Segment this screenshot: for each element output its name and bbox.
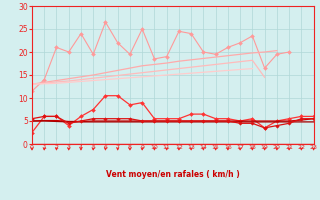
X-axis label: Vent moyen/en rafales ( km/h ): Vent moyen/en rafales ( km/h ): [106, 170, 240, 179]
